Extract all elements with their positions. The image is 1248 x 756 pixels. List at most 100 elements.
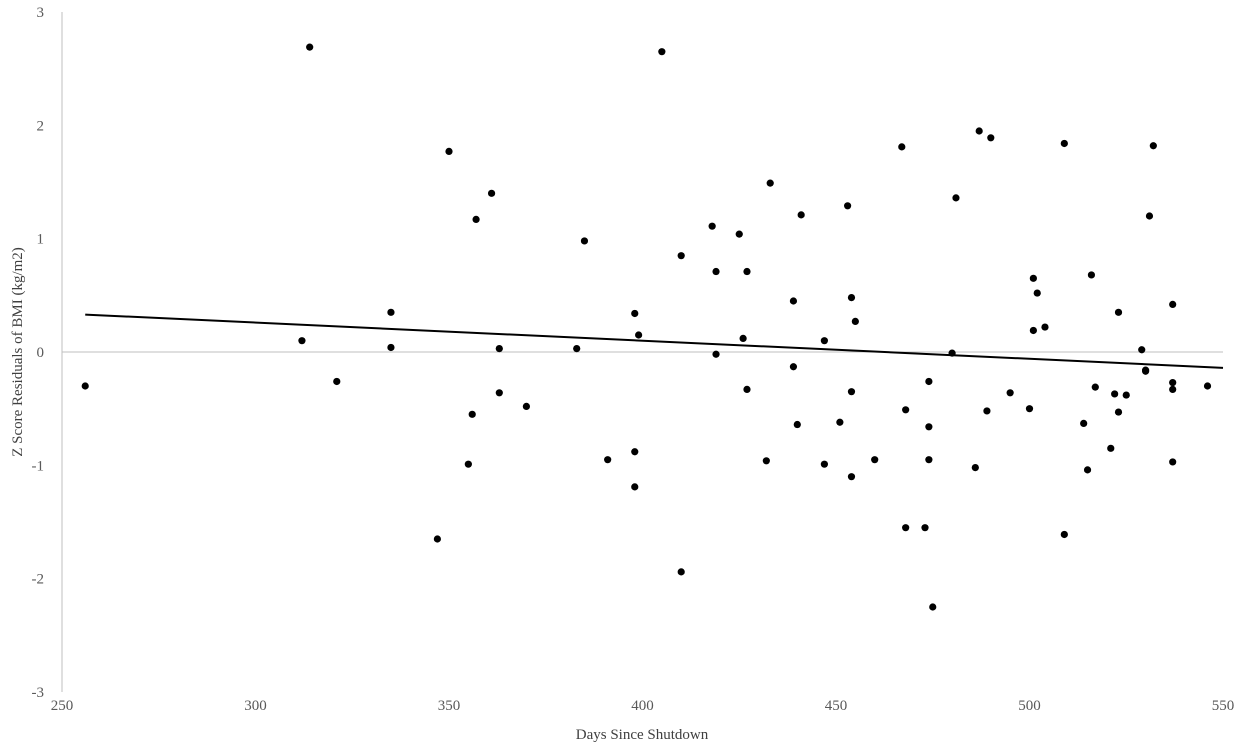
data-point <box>1080 419 1088 427</box>
data-point <box>1114 308 1123 316</box>
data-point <box>81 382 89 390</box>
x-axis-title: Days Since Shutdown <box>576 727 709 743</box>
data-point <box>847 473 856 481</box>
x-tick-label: 350 <box>438 698 461 714</box>
data-point <box>464 460 472 468</box>
x-tick-labels: 250 300 350 400 450 500 550 <box>51 698 1235 714</box>
data-point <box>1029 326 1037 335</box>
y-axis-title: Z Score Residuals of BMI (kg/m2) <box>10 247 26 457</box>
data-point <box>983 407 991 415</box>
data-point <box>1033 289 1041 297</box>
data-point <box>495 389 503 397</box>
trendline <box>85 313 1224 369</box>
data-point <box>1111 390 1119 398</box>
data-point <box>1025 405 1034 413</box>
data-point <box>871 456 879 464</box>
data-point <box>925 423 933 431</box>
data-point <box>1169 385 1177 393</box>
x-tick-label: 550 <box>1212 698 1235 714</box>
data-point <box>1142 367 1150 375</box>
data-point <box>921 524 929 532</box>
data-point <box>789 297 798 305</box>
data-point <box>677 252 685 260</box>
y-tick-labels: -3 -2 -1 0 1 2 3 <box>32 5 45 701</box>
data-point <box>1149 142 1157 150</box>
data-point <box>1122 391 1130 399</box>
data-point <box>902 406 910 414</box>
data-point <box>971 464 979 472</box>
data-point <box>735 230 743 238</box>
data-point <box>793 420 801 429</box>
data-point <box>298 337 306 345</box>
data-point <box>333 377 341 386</box>
y-tick-label: -2 <box>32 572 45 588</box>
y-tick-label: 2 <box>37 118 45 134</box>
data-point <box>762 457 770 465</box>
data-point <box>1060 139 1068 148</box>
y-tick-label: -3 <box>32 685 45 701</box>
data-point <box>1029 274 1037 282</box>
data-point <box>445 147 453 155</box>
data-point <box>468 410 476 418</box>
data-point <box>836 418 844 426</box>
data-point <box>1041 323 1049 331</box>
data-point <box>925 456 933 464</box>
data-point <box>433 535 441 543</box>
data-point <box>1091 383 1099 391</box>
y-tick-label: 0 <box>37 345 45 361</box>
data-points <box>81 43 1212 611</box>
x-tick-label: 300 <box>244 698 267 714</box>
x-tick-label: 450 <box>825 698 848 714</box>
x-tick-label: 400 <box>631 698 654 714</box>
y-tick-label: 1 <box>37 232 45 248</box>
data-point <box>1145 212 1154 220</box>
data-point <box>948 349 956 357</box>
data-point <box>898 143 906 151</box>
data-point <box>987 134 995 142</box>
data-point <box>789 363 798 371</box>
data-point <box>847 388 856 396</box>
data-point <box>472 215 480 223</box>
data-point <box>495 345 503 353</box>
data-point <box>1107 444 1115 452</box>
data-point <box>387 343 395 352</box>
data-point <box>604 456 612 464</box>
data-point <box>631 483 639 491</box>
data-point <box>1138 346 1146 354</box>
data-point <box>1169 458 1177 466</box>
data-point <box>658 48 666 56</box>
y-tick-label: -1 <box>32 458 45 474</box>
data-point <box>573 345 581 353</box>
data-point <box>847 294 856 302</box>
data-point <box>677 568 685 576</box>
data-point <box>306 43 314 51</box>
data-point <box>1114 408 1123 416</box>
data-point <box>925 377 933 386</box>
data-point <box>712 350 720 358</box>
data-point <box>743 267 751 276</box>
data-point <box>487 189 496 197</box>
data-point <box>1087 271 1096 279</box>
data-point <box>851 317 859 325</box>
data-point <box>929 603 937 611</box>
data-point <box>902 524 910 532</box>
data-point <box>1169 379 1177 387</box>
data-point <box>708 222 716 230</box>
data-point <box>1203 382 1212 390</box>
data-point <box>820 460 828 468</box>
data-point <box>1169 300 1177 308</box>
data-point <box>844 202 852 210</box>
data-point <box>635 331 643 339</box>
data-point <box>820 337 828 345</box>
data-point <box>952 194 960 202</box>
data-point <box>743 385 751 393</box>
data-point <box>975 127 983 135</box>
data-point <box>797 211 805 219</box>
data-point <box>766 179 774 187</box>
data-point <box>387 308 395 316</box>
data-point <box>631 448 639 456</box>
data-point <box>1060 530 1068 539</box>
data-point <box>1006 389 1014 397</box>
data-point <box>712 267 720 276</box>
